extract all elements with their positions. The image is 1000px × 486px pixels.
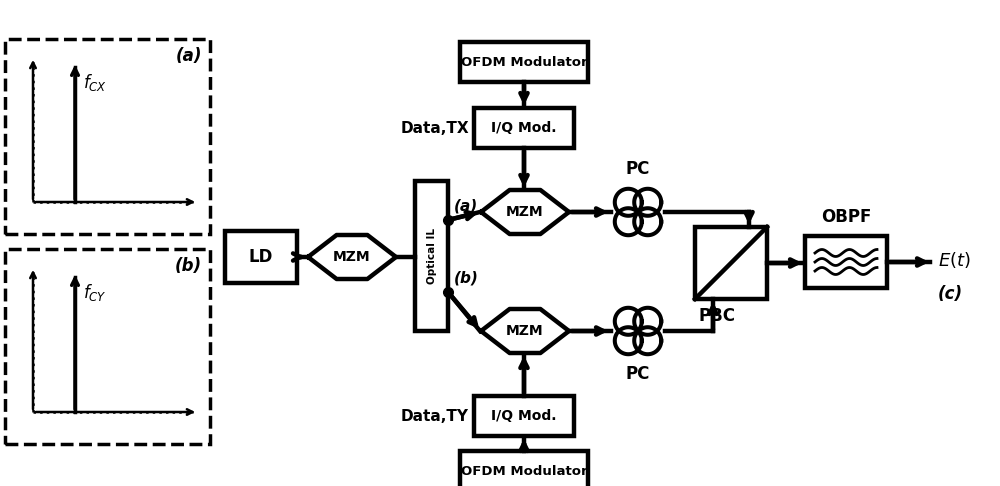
Text: LD: LD bbox=[249, 248, 273, 266]
Polygon shape bbox=[615, 208, 642, 235]
Polygon shape bbox=[634, 327, 661, 354]
Text: OFDM Modulator: OFDM Modulator bbox=[461, 55, 587, 69]
Polygon shape bbox=[634, 208, 661, 235]
Text: (b): (b) bbox=[175, 257, 202, 275]
Text: OFDM Modulator: OFDM Modulator bbox=[461, 465, 587, 478]
Polygon shape bbox=[481, 190, 569, 234]
Text: MZM: MZM bbox=[506, 205, 544, 219]
Polygon shape bbox=[615, 327, 642, 354]
Text: $f_{CX}$: $f_{CX}$ bbox=[83, 71, 107, 92]
Text: MZM: MZM bbox=[333, 250, 371, 264]
Polygon shape bbox=[634, 189, 661, 216]
Text: Optical IL: Optical IL bbox=[427, 228, 437, 284]
Text: I/Q Mod.: I/Q Mod. bbox=[491, 121, 557, 135]
FancyBboxPatch shape bbox=[5, 249, 210, 444]
Text: Data,TX: Data,TX bbox=[400, 121, 469, 136]
Text: OBPF: OBPF bbox=[821, 208, 871, 226]
Text: PC: PC bbox=[626, 365, 650, 383]
Text: MZM: MZM bbox=[506, 324, 544, 338]
Text: PC: PC bbox=[626, 160, 650, 178]
Text: I/Q Mod.: I/Q Mod. bbox=[491, 409, 557, 423]
FancyBboxPatch shape bbox=[474, 108, 574, 148]
Polygon shape bbox=[634, 308, 661, 335]
FancyBboxPatch shape bbox=[695, 227, 767, 299]
FancyBboxPatch shape bbox=[805, 236, 887, 288]
Text: (c): (c) bbox=[938, 285, 963, 303]
Text: (b): (b) bbox=[454, 270, 479, 285]
Text: (a): (a) bbox=[175, 47, 202, 65]
Polygon shape bbox=[615, 308, 642, 335]
Text: $E(t)$: $E(t)$ bbox=[938, 250, 971, 270]
Text: Data,TY: Data,TY bbox=[401, 409, 469, 423]
Text: (a): (a) bbox=[454, 198, 478, 213]
Text: $f_{CY}$: $f_{CY}$ bbox=[83, 281, 107, 302]
FancyBboxPatch shape bbox=[415, 181, 448, 331]
FancyBboxPatch shape bbox=[460, 451, 588, 486]
FancyBboxPatch shape bbox=[474, 396, 574, 436]
Text: PBC: PBC bbox=[698, 307, 735, 325]
Polygon shape bbox=[308, 235, 396, 279]
FancyBboxPatch shape bbox=[5, 39, 210, 234]
FancyBboxPatch shape bbox=[460, 42, 588, 82]
Polygon shape bbox=[481, 309, 569, 353]
FancyBboxPatch shape bbox=[225, 231, 297, 283]
Polygon shape bbox=[615, 189, 642, 216]
